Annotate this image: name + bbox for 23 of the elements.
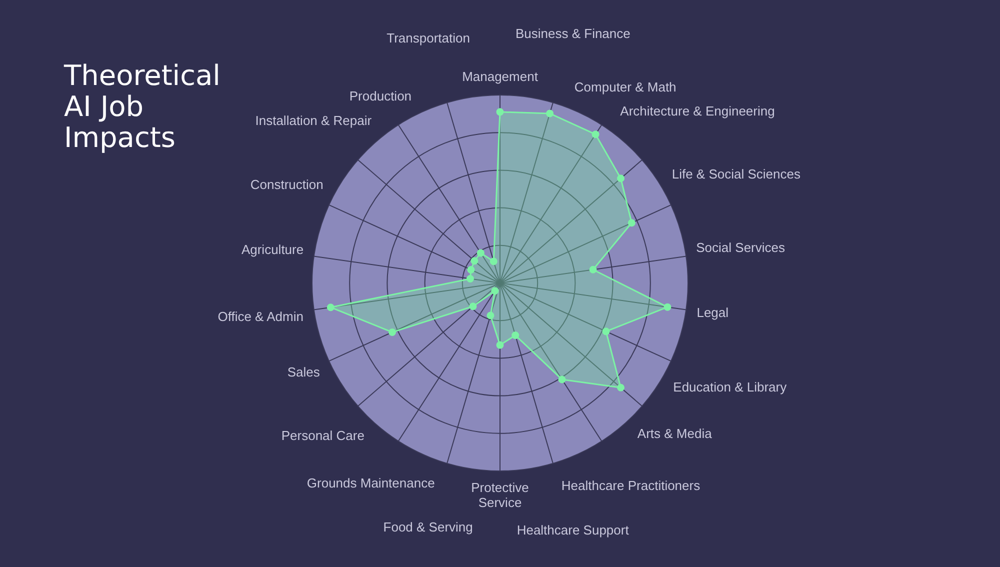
- spoke-label: Legal: [696, 305, 729, 320]
- spoke-label: Computer & Math: [574, 80, 676, 95]
- spoke-label: Transportation: [386, 30, 470, 46]
- spoke-label: Protective Service: [471, 480, 529, 510]
- spoke-label: Education & Library: [673, 380, 788, 395]
- spoke-label: Healthcare Practitioners: [561, 478, 701, 493]
- spoke-label: Installation & Repair: [255, 112, 372, 128]
- spoke-label: Personal Care: [281, 428, 364, 444]
- spoke-label: Management: [462, 69, 538, 84]
- spoke-label: Office & Admin: [218, 309, 304, 324]
- text: Theoretical AI Job Impacts: [64, 59, 222, 154]
- spoke-label: Arts & Media: [637, 426, 713, 441]
- spoke-label: Sales: [287, 364, 320, 380]
- spoke-label: Social Services: [696, 240, 786, 255]
- spoke-label: Architecture & Engineering: [620, 103, 775, 118]
- spoke-label: Life & Social Sciences: [672, 166, 801, 182]
- spoke-label: Food & Serving: [383, 520, 473, 535]
- spoke-label: Grounds Maintenance: [306, 476, 435, 491]
- spoke-label: Agriculture: [241, 242, 304, 257]
- spoke-label: Healthcare Support: [516, 522, 630, 538]
- spoke-label: Business & Finance: [515, 26, 630, 42]
- spoke-label: Production: [349, 88, 412, 104]
- spoke-label: Construction: [250, 177, 324, 192]
